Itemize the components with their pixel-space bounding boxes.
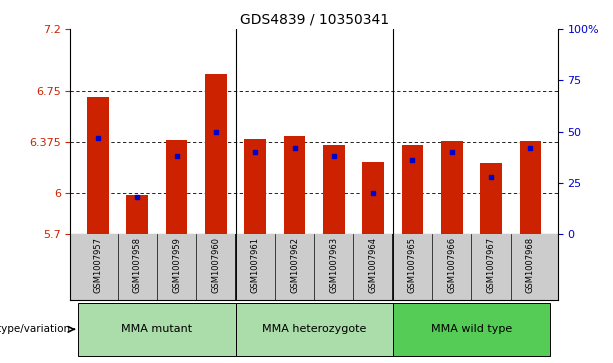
Bar xyxy=(323,146,345,234)
Bar xyxy=(441,141,463,234)
Text: GSM1007960: GSM1007960 xyxy=(211,237,221,293)
Text: GSM1007966: GSM1007966 xyxy=(447,237,456,293)
FancyBboxPatch shape xyxy=(393,303,550,356)
FancyBboxPatch shape xyxy=(78,303,235,356)
Text: GSM1007959: GSM1007959 xyxy=(172,237,181,293)
Text: GSM1007963: GSM1007963 xyxy=(329,237,338,293)
Text: MMA heterozygote: MMA heterozygote xyxy=(262,324,367,334)
Bar xyxy=(402,146,423,234)
Bar xyxy=(166,140,188,234)
Bar xyxy=(87,98,109,234)
FancyBboxPatch shape xyxy=(235,303,393,356)
Text: GSM1007967: GSM1007967 xyxy=(487,237,495,293)
Text: GSM1007964: GSM1007964 xyxy=(368,237,378,293)
Text: genotype/variation: genotype/variation xyxy=(0,324,71,334)
Bar xyxy=(284,136,305,234)
Text: GSM1007961: GSM1007961 xyxy=(251,237,260,293)
Text: MMA mutant: MMA mutant xyxy=(121,324,192,334)
Bar xyxy=(205,74,227,234)
Bar xyxy=(126,195,148,234)
Text: GSM1007965: GSM1007965 xyxy=(408,237,417,293)
Text: GSM1007957: GSM1007957 xyxy=(94,237,102,293)
Text: GSM1007962: GSM1007962 xyxy=(290,237,299,293)
Bar xyxy=(245,139,266,234)
Bar xyxy=(480,163,502,234)
Text: GSM1007968: GSM1007968 xyxy=(526,237,535,293)
Text: GSM1007958: GSM1007958 xyxy=(133,237,142,293)
Text: MMA wild type: MMA wild type xyxy=(431,324,512,334)
Bar xyxy=(519,141,541,234)
Bar xyxy=(362,162,384,234)
Title: GDS4839 / 10350341: GDS4839 / 10350341 xyxy=(240,12,389,26)
